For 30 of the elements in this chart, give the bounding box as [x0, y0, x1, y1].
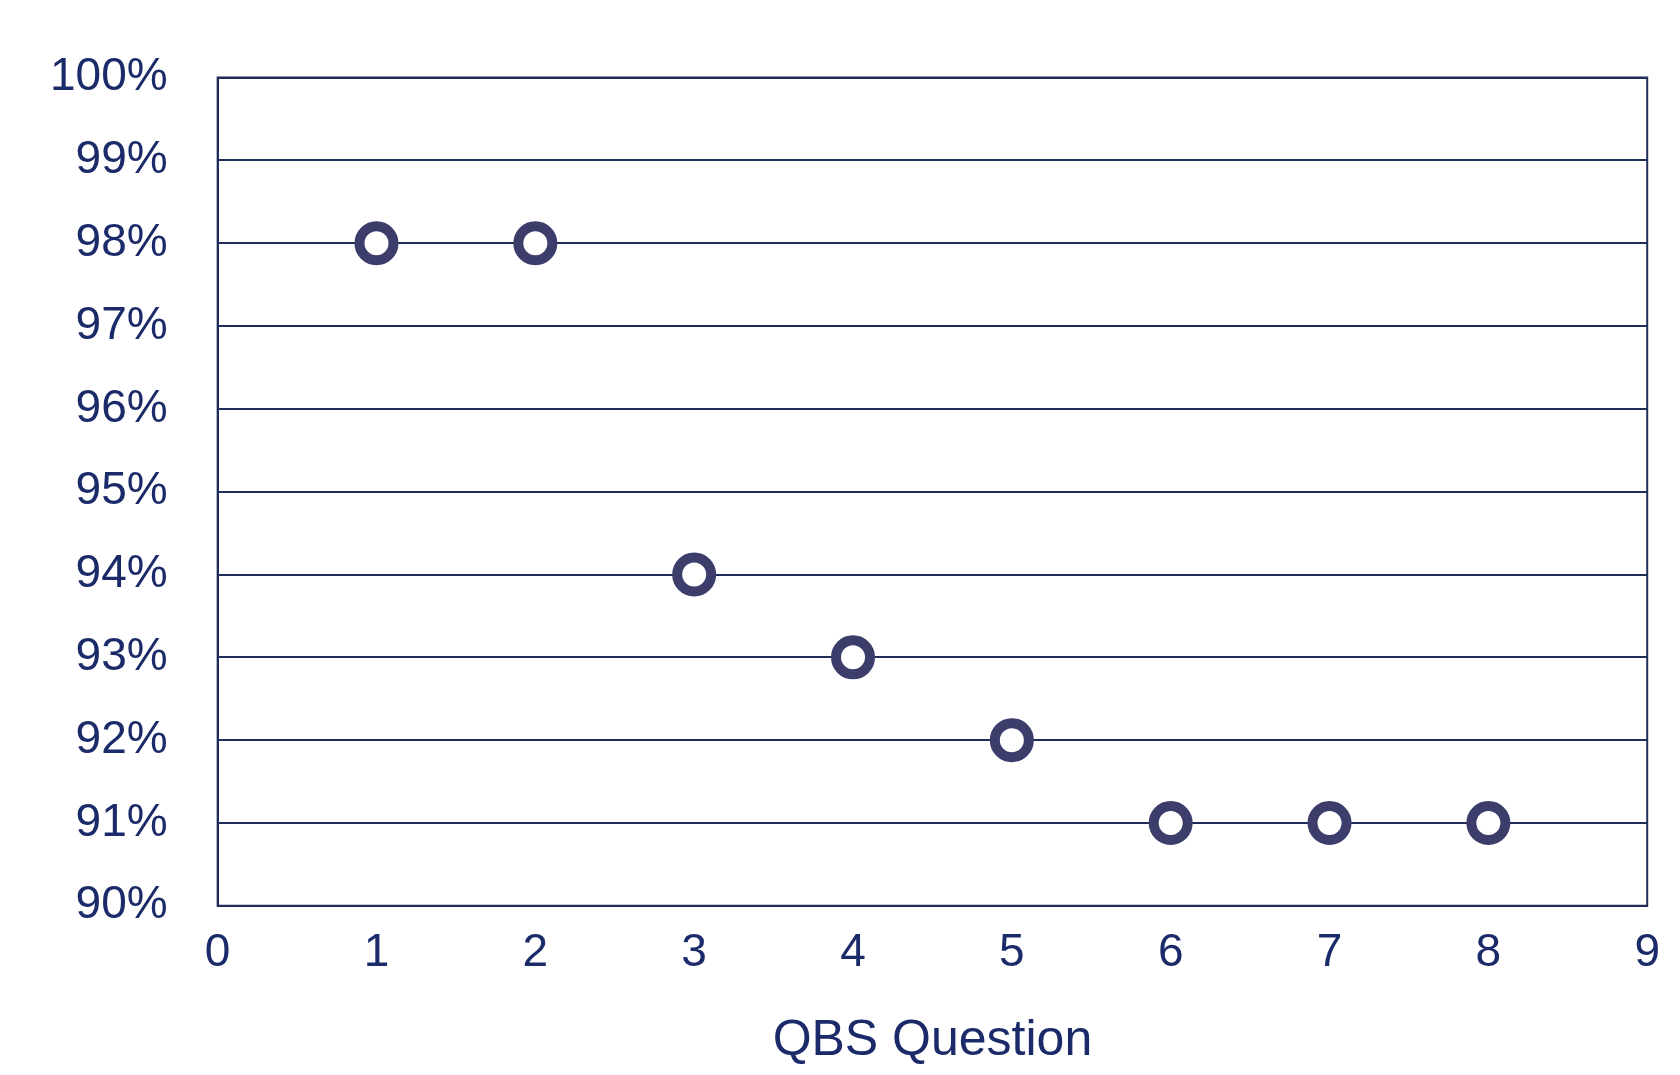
y-tick-label: 91% [75, 793, 168, 846]
x-tick-label: 7 [1316, 924, 1343, 977]
point [989, 718, 1034, 763]
point [354, 221, 399, 266]
point [1148, 800, 1193, 845]
x-axis-title: QBS Question [772, 1009, 1093, 1066]
point [1307, 800, 1352, 845]
y-tick-label: 90% [75, 876, 168, 929]
x-tick-label: 8 [1475, 924, 1502, 977]
x-tick-label: 3 [681, 924, 707, 977]
x-tick-label: 5 [999, 924, 1025, 977]
y-tick-label: 95% [75, 462, 168, 515]
x-tick-label: 1 [363, 924, 390, 977]
y-tick-label: 94% [75, 545, 168, 598]
y-tick-label: 100% [49, 48, 168, 101]
y-tick-label: 97% [75, 296, 168, 349]
x-tick-label: 6 [1157, 924, 1184, 977]
point [831, 635, 876, 680]
x-tick-label: 4 [840, 924, 866, 977]
y-tick-label: 99% [75, 131, 168, 184]
point [1466, 800, 1511, 845]
x-tick-label: 9 [1634, 924, 1661, 977]
x-tick-label: 2 [522, 924, 549, 977]
point [672, 552, 717, 597]
y-tick-label: 92% [75, 710, 168, 763]
y-tick-label: 96% [75, 379, 168, 432]
y-tick-label: 98% [75, 213, 168, 266]
point [513, 221, 558, 266]
y-tick-label: 93% [75, 628, 168, 681]
x-tick-label: 0 [204, 924, 231, 977]
